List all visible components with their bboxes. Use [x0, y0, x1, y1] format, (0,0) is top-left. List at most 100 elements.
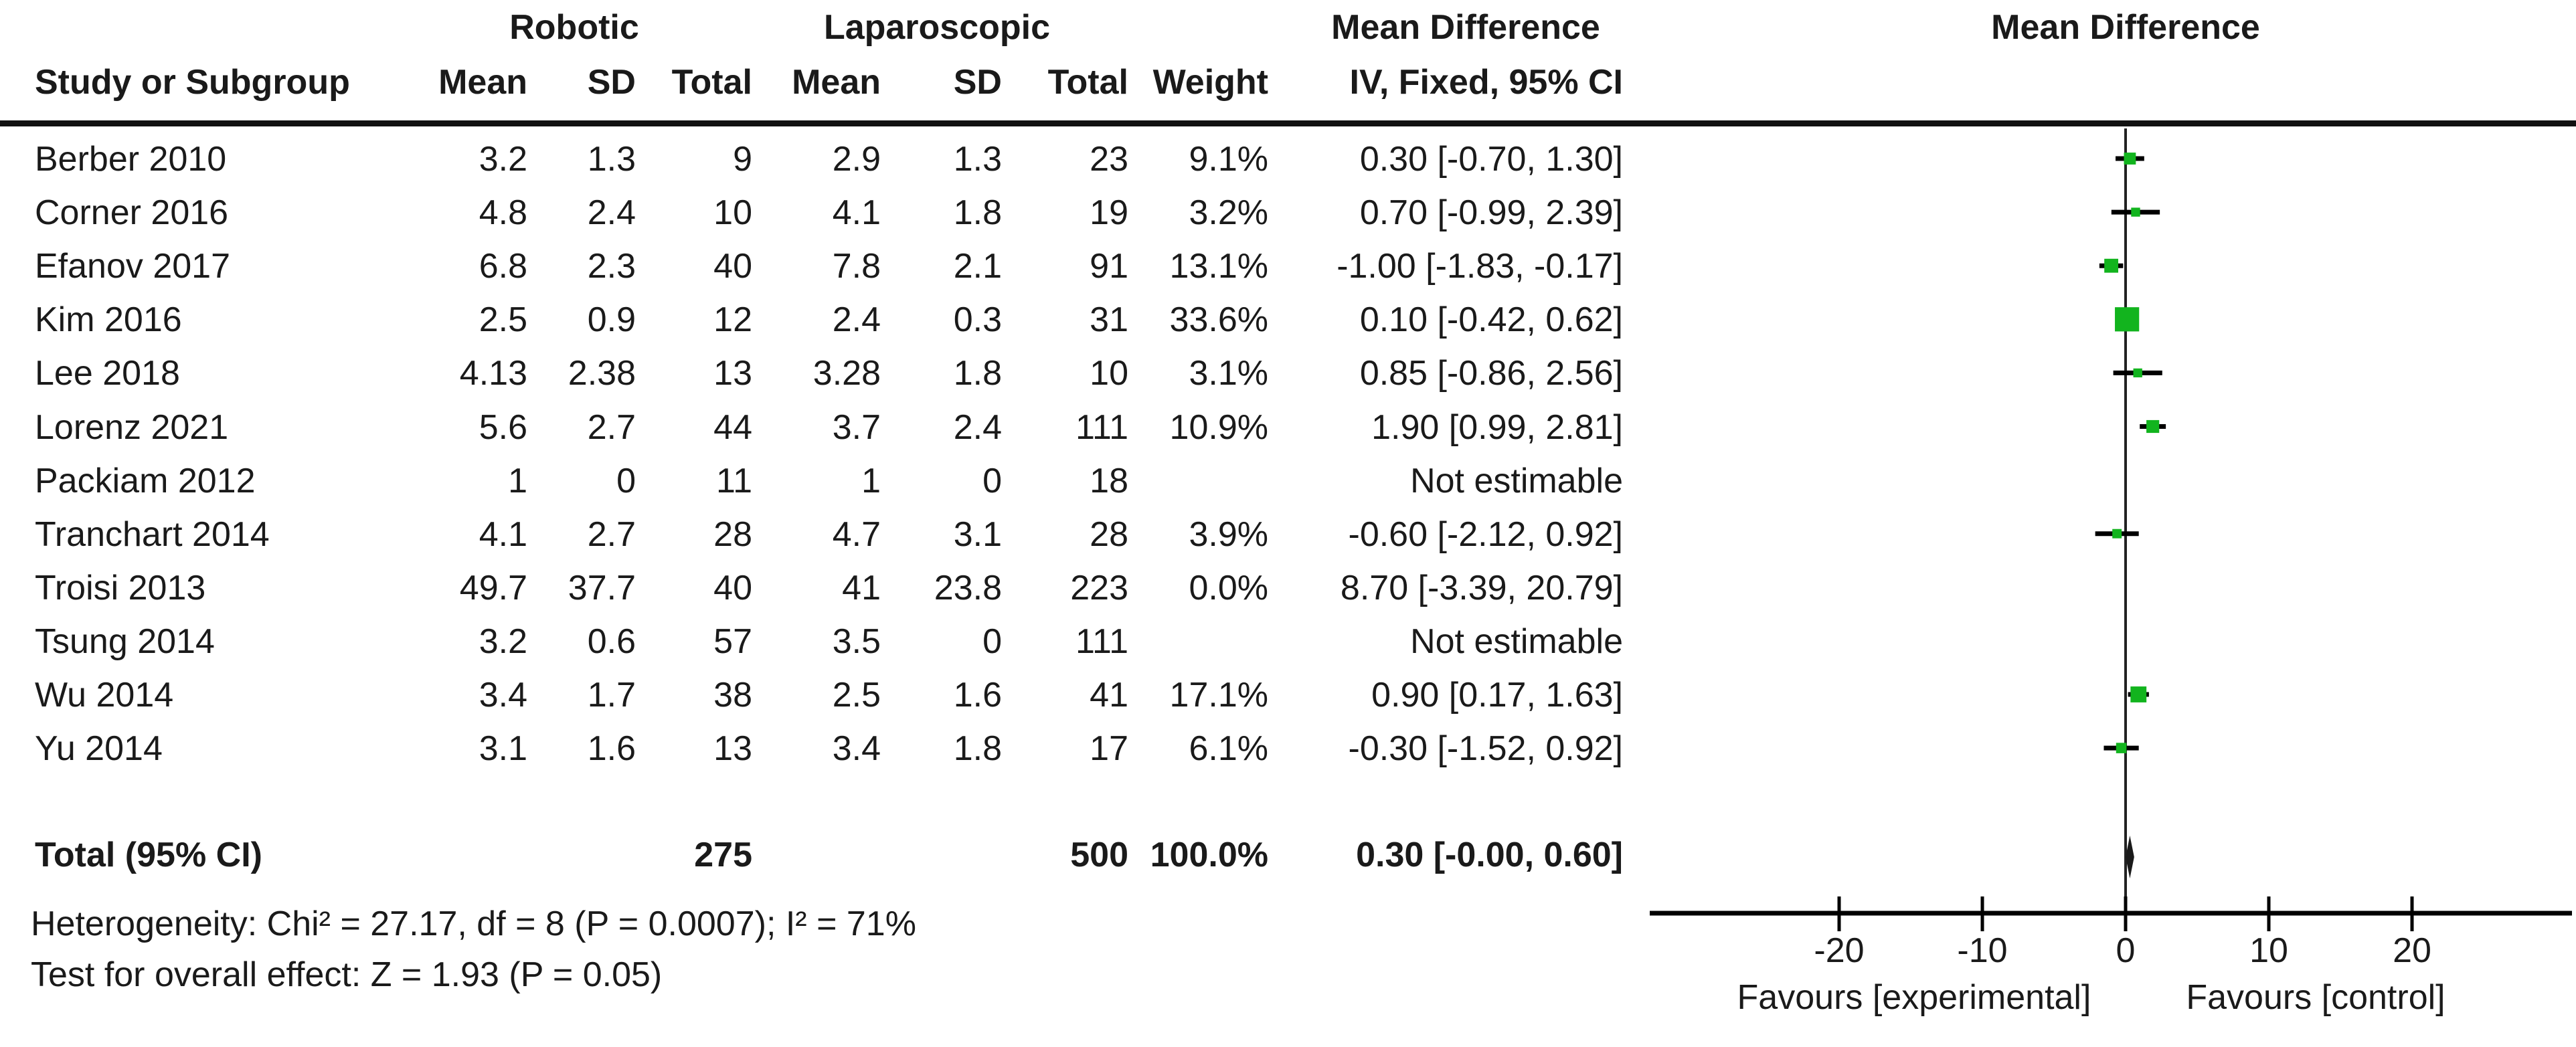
robotic-sd-value: 1.3 [587, 140, 636, 179]
column-header-study: Study or Subgroup [35, 63, 350, 102]
column-header-robotic-total: Total [671, 63, 752, 102]
lap-total-value: 10 [1090, 354, 1128, 393]
robotic-total-value: 40 [713, 247, 752, 286]
robotic-total-value: 40 [713, 568, 752, 607]
lap-total-value: 18 [1090, 461, 1128, 500]
robotic-mean-value: 1 [508, 461, 527, 500]
table-row: Troisi 2013 49.7 37.7 40 41 23.8 223 0.0… [0, 569, 1673, 607]
study-label: Lee 2018 [35, 354, 180, 393]
robotic-total-value: 13 [713, 354, 752, 393]
robotic-total-value: 10 [713, 193, 752, 233]
robotic-sd-value: 0.6 [587, 622, 636, 661]
table-row: Kim 2016 2.5 0.9 12 2.4 0.3 31 33.6% 0.1… [0, 300, 1673, 339]
weight-value: 10.9% [1169, 407, 1268, 447]
lap-sd-value: 2.1 [953, 247, 1002, 286]
robotic-total-value: 28 [713, 514, 752, 554]
table-row: Tranchart 2014 4.1 2.7 28 4.7 3.1 28 3.9… [0, 515, 1673, 554]
robotic-sd-value: 2.4 [587, 193, 636, 233]
robotic-sd-value: 37.7 [568, 568, 636, 607]
ci-text-value: 8.70 [-3.39, 20.79] [1340, 568, 1623, 607]
lap-total-value: 111 [1075, 622, 1128, 661]
axis-tick-label: -10 [1957, 931, 2008, 970]
robotic-sd-value: 0.9 [587, 300, 636, 340]
lap-sd-value: 1.3 [953, 140, 1002, 179]
study-label: Efanov 2017 [35, 247, 231, 286]
weight-value: 0.0% [1189, 568, 1268, 607]
robotic-mean-value: 6.8 [479, 247, 527, 286]
lap-mean-value: 7.8 [832, 247, 881, 286]
total-ci-text: 0.30 [-0.00, 0.60] [1356, 836, 1623, 874]
lap-sd-value: 0 [982, 622, 1002, 661]
robotic-sd-value: 2.7 [587, 407, 636, 447]
lap-sd-value: 0 [982, 461, 1002, 500]
lap-sd-value: 2.4 [953, 407, 1002, 447]
favours-experimental-label: Favours [experimental] [1737, 978, 2091, 1017]
study-label: Corner 2016 [35, 193, 229, 233]
lap-total-value: 91 [1090, 247, 1128, 286]
robotic-mean-value: 2.5 [479, 300, 527, 340]
ci-text-value: 0.90 [0.17, 1.63] [1371, 676, 1623, 715]
table-row: Wu 2014 3.4 1.7 38 2.5 1.6 41 17.1% 0.90… [0, 676, 1673, 715]
heterogeneity-stats: Heterogeneity: Chi² = 27.17, df = 8 (P =… [31, 905, 916, 943]
table-row: Yu 2014 3.1 1.6 13 3.4 1.8 17 6.1% -0.30… [0, 729, 1673, 768]
weight-value: 3.1% [1189, 354, 1268, 393]
study-label: Troisi 2013 [35, 568, 206, 607]
lap-mean-value: 4.1 [832, 193, 881, 233]
robotic-mean-value: 4.13 [459, 354, 527, 393]
lap-sd-value: 1.8 [953, 354, 1002, 393]
ci-text-value: 1.90 [0.99, 2.81] [1371, 407, 1623, 447]
lap-sd-value: 23.8 [934, 568, 1002, 607]
table-row: Lee 2018 4.13 2.38 13 3.28 1.8 10 3.1% 0… [0, 354, 1673, 393]
study-label: Kim 2016 [35, 300, 182, 340]
lap-mean-value: 3.7 [832, 407, 881, 447]
study-label: Tsung 2014 [35, 622, 215, 661]
weight-value: 17.1% [1169, 676, 1268, 715]
group-header-mean-difference-plot: Mean Difference [1991, 8, 2260, 47]
column-header-weight: Weight [1152, 63, 1268, 102]
lap-total-value: 31 [1090, 300, 1128, 340]
total-label: Total (95% CI) [35, 836, 262, 874]
table-row: Tsung 2014 3.2 0.6 57 3.5 0 111 Not esti… [0, 622, 1673, 661]
axis-tick-label: 20 [2393, 931, 2431, 970]
axis-tick-label: -20 [1814, 931, 1865, 970]
robotic-mean-value: 4.1 [479, 514, 527, 554]
ci-text-value: Not estimable [1410, 461, 1623, 500]
weight-value: 3.9% [1189, 514, 1268, 554]
weight-value: 13.1% [1169, 247, 1268, 286]
robotic-sd-value: 1.6 [587, 729, 636, 769]
ci-text-value: 0.70 [-0.99, 2.39] [1359, 193, 1623, 233]
robotic-total-value: 38 [713, 676, 752, 715]
ci-text-value: Not estimable [1410, 622, 1623, 661]
robotic-sd-value: 2.7 [587, 514, 636, 554]
group-header-mean-difference-text: Mean Difference [1331, 8, 1600, 47]
column-header-lap-total: Total [1047, 63, 1128, 102]
study-label: Berber 2010 [35, 140, 227, 179]
ci-text-value: 0.10 [-0.42, 0.62] [1359, 300, 1623, 340]
lap-mean-value: 2.5 [832, 676, 881, 715]
robotic-total-value: 9 [733, 140, 752, 179]
weight-value: 33.6% [1169, 300, 1268, 340]
robotic-sd-value: 1.7 [587, 676, 636, 715]
study-label: Yu 2014 [35, 729, 163, 769]
lap-mean-value: 2.4 [832, 300, 881, 340]
column-header-robotic-mean: Mean [438, 63, 527, 102]
lap-mean-value: 1 [861, 461, 881, 500]
robotic-total-value: 13 [713, 729, 752, 769]
robotic-sd-value: 2.38 [568, 354, 636, 393]
study-label: Tranchart 2014 [35, 514, 270, 554]
table-row: Berber 2010 3.2 1.3 9 2.9 1.3 23 9.1% 0.… [0, 140, 1673, 179]
ci-text-value: -1.00 [-1.83, -0.17] [1337, 247, 1623, 286]
group-header-robotic: Robotic [509, 8, 639, 47]
total-robotic-n: 275 [694, 836, 752, 874]
study-label: Wu 2014 [35, 676, 174, 715]
column-header-lap-sd: SD [953, 63, 1002, 102]
column-header-lap-mean: Mean [792, 63, 881, 102]
robotic-total-value: 44 [713, 407, 752, 447]
table-row: Corner 2016 4.8 2.4 10 4.1 1.8 19 3.2% 0… [0, 193, 1673, 232]
table-row: Lorenz 2021 5.6 2.7 44 3.7 2.4 111 10.9%… [0, 408, 1673, 447]
ci-text-value: 0.85 [-0.86, 2.56] [1359, 354, 1623, 393]
favours-control-label: Favours [control] [2186, 978, 2445, 1017]
ci-text-value: -0.60 [-2.12, 0.92] [1348, 514, 1624, 554]
robotic-mean-value: 4.8 [479, 193, 527, 233]
lap-mean-value: 3.28 [812, 354, 881, 393]
